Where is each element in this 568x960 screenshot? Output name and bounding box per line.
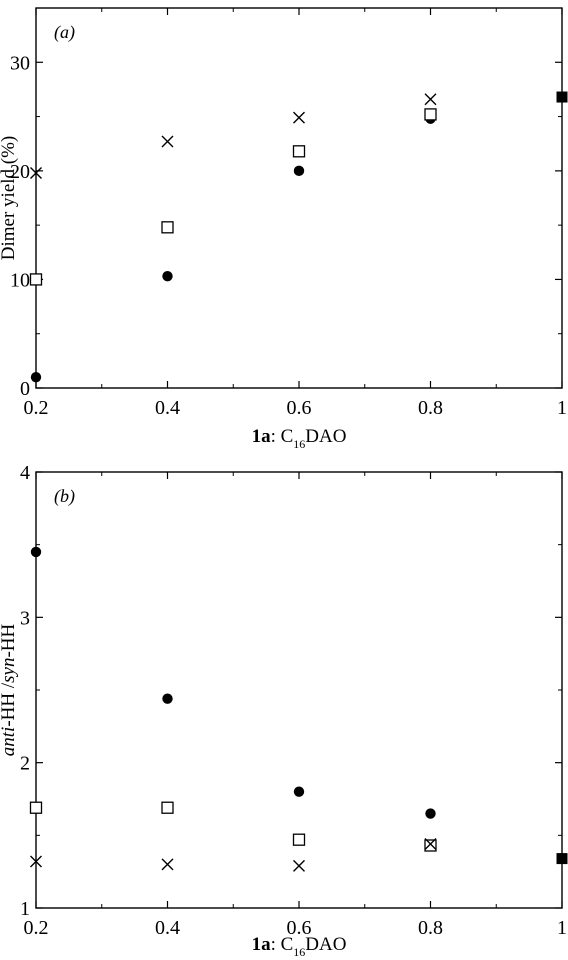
y-tick-label: 2 [20, 753, 30, 775]
x-axis-title-bold: 1a [252, 934, 272, 955]
plot-frame [35, 7, 563, 389]
x-tick-label: 0.4 [155, 917, 180, 939]
data-point-filled-circle [293, 165, 305, 177]
data-point-open-square [29, 273, 43, 286]
y-tick-label: 1 [20, 898, 30, 920]
x-axis-title-tail: DAO [305, 934, 346, 955]
data-point-cross [293, 859, 305, 872]
y-tick-label: 0 [20, 378, 30, 400]
y-tick-label: 3 [20, 607, 30, 629]
x-tick-label: 0.6 [287, 917, 312, 939]
panel-tag: (b) [54, 486, 75, 507]
data-point-open-square [161, 801, 174, 814]
data-point-filled-circle [425, 808, 436, 819]
data-point-open-square [292, 145, 306, 158]
y-tick-label: 10 [10, 269, 30, 291]
x-tick-label: 0.6 [287, 397, 312, 419]
y-axis-title: Dimer yield (%) [0, 136, 19, 261]
data-point-cross [293, 111, 305, 124]
data-point-filled-circle [30, 371, 42, 383]
chart-panel-a: 0 10 20 30 0.2 0.4 0.6 0.8 1 (a) Dimer yield (%) 1a… [0, 7, 568, 451]
data-point-open-square [424, 108, 437, 121]
x-tick-label: 0.2 [24, 397, 49, 419]
x-tick-label: 0.8 [418, 397, 443, 419]
y-tick-label: 4 [20, 462, 30, 484]
data-point-cross [424, 838, 437, 851]
x-tick-label: 1 [557, 917, 567, 939]
x-tick-label: 0.8 [418, 917, 443, 939]
data-point-cross [424, 93, 437, 106]
y-axis-title-part: anti [0, 727, 19, 757]
y-tick-label: 30 [10, 52, 30, 74]
data-point-cross [30, 855, 42, 868]
x-axis-title-sub: 16 [293, 945, 305, 959]
data-point-open-square [292, 833, 306, 846]
x-axis-title-bold: 1a [252, 426, 272, 447]
x-axis-title-sub: 16 [293, 437, 305, 451]
data-point-filled-circle [30, 546, 42, 558]
x-axis-title-tail: DAO [305, 426, 346, 447]
data-point-cross [30, 167, 42, 180]
x-tick-label: 0.4 [155, 397, 180, 419]
x-axis-title-rest: : C [271, 426, 294, 447]
data-point-filled-circle [162, 270, 173, 282]
y-axis-title-part: syn [0, 658, 19, 683]
y-tick-label: 20 [10, 161, 30, 183]
x-axis-title: 1a: C16DAO [252, 426, 347, 451]
y-axis-title-part: -HH [0, 623, 19, 657]
x-axis-title: 1a: C16DAO [252, 934, 347, 959]
data-point-open-square [424, 839, 437, 852]
y-axis-title: anti-HH /syn-HH [0, 623, 19, 756]
data-point-filled-square [556, 91, 568, 103]
data-point-filled-circle [162, 693, 173, 704]
data-point-filled-square [556, 853, 568, 865]
y-axis-title-text: Dimer yield (%) [0, 136, 19, 261]
panel-tag: (a) [54, 22, 75, 43]
data-point-open-square [29, 801, 43, 814]
x-axis-title-rest: : C [271, 934, 294, 955]
data-point-cross [161, 135, 174, 148]
data-point-cross [161, 858, 174, 871]
x-tick-label: 0.2 [24, 917, 49, 939]
data-point-open-square [161, 221, 174, 234]
y-axis-title-part: -HH / [0, 682, 19, 727]
x-tick-label: 1 [557, 397, 567, 419]
data-point-filled-circle [293, 786, 305, 797]
chart-panel-b: 1 2 3 4 0.2 0.4 0.6 0.8 1 (b) anti-HH /syn-HH 1a: C… [0, 462, 568, 959]
